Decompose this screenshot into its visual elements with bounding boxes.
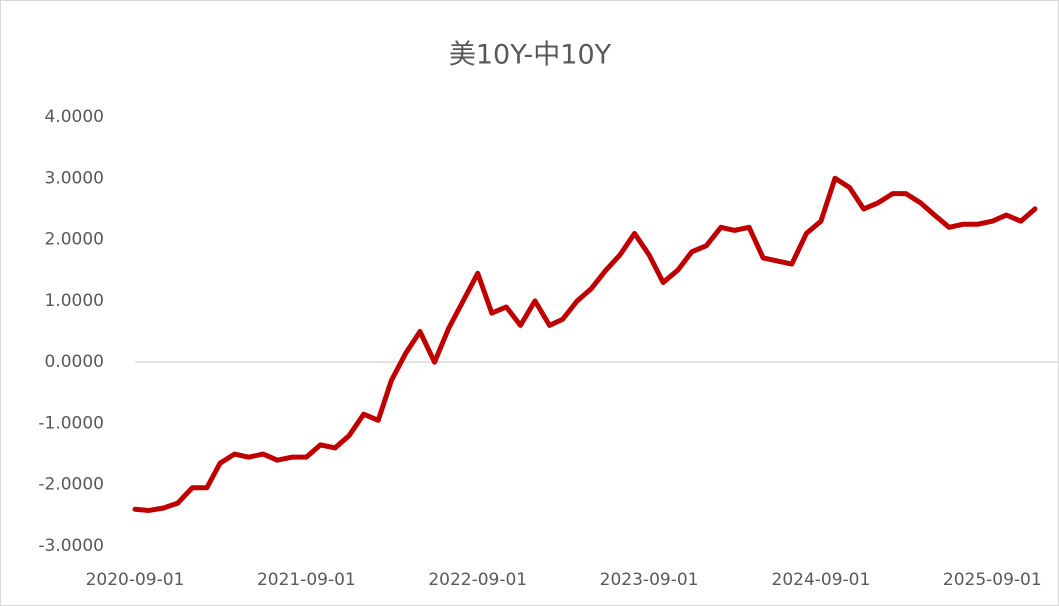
y-tick-label: -2.0000 [38,475,104,495]
line-series [132,175,1038,513]
x-tick-label: 2020-09-01 [86,570,185,590]
x-tick-label: 2024-09-01 [772,570,871,590]
chart-title: 美10Y-中10Y [449,40,612,71]
y-tick-label: 2.0000 [45,230,104,250]
y-tick-label: 0.0000 [45,352,104,372]
y-tick-label: 4.0000 [45,107,104,127]
x-tick-label: 2022-09-01 [428,570,527,590]
y-tick-label: 1.0000 [45,291,104,311]
x-tick-label: 2025-09-01 [943,570,1042,590]
y-tick-label: -3.0000 [38,536,104,556]
y-tick-label: -1.0000 [38,413,104,433]
x-tick-label: 2023-09-01 [600,570,699,590]
x-tick-label: 2021-09-01 [257,570,356,590]
y-tick-label: 3.0000 [45,168,104,188]
